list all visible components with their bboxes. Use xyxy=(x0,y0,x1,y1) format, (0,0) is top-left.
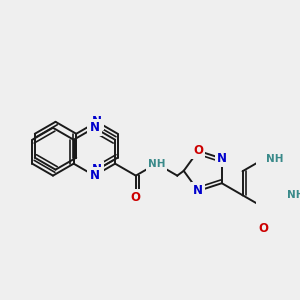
Text: O: O xyxy=(131,191,141,204)
Text: N: N xyxy=(92,163,102,176)
Text: NH: NH xyxy=(287,190,300,200)
Text: NH: NH xyxy=(266,154,284,164)
Text: N: N xyxy=(193,184,203,197)
Text: O: O xyxy=(258,222,268,235)
Text: N: N xyxy=(217,152,227,165)
Text: N: N xyxy=(92,115,102,128)
Text: O: O xyxy=(193,144,203,157)
Text: N: N xyxy=(89,169,99,182)
Text: NH: NH xyxy=(148,159,165,169)
Text: N: N xyxy=(89,121,99,134)
